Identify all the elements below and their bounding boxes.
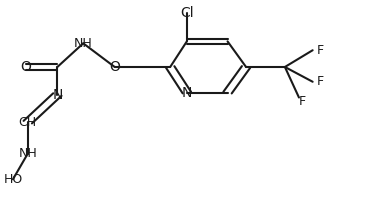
Text: O: O — [109, 60, 120, 74]
Text: HO: HO — [3, 173, 23, 186]
Text: CH: CH — [19, 116, 37, 129]
Text: NH: NH — [74, 37, 92, 50]
Text: F: F — [317, 44, 324, 57]
Text: N: N — [52, 87, 63, 102]
Text: O: O — [20, 60, 31, 74]
Text: F: F — [298, 95, 306, 108]
Text: N: N — [182, 85, 192, 100]
Text: NH: NH — [18, 147, 37, 160]
Text: F: F — [317, 75, 324, 88]
Text: Cl: Cl — [180, 6, 194, 20]
